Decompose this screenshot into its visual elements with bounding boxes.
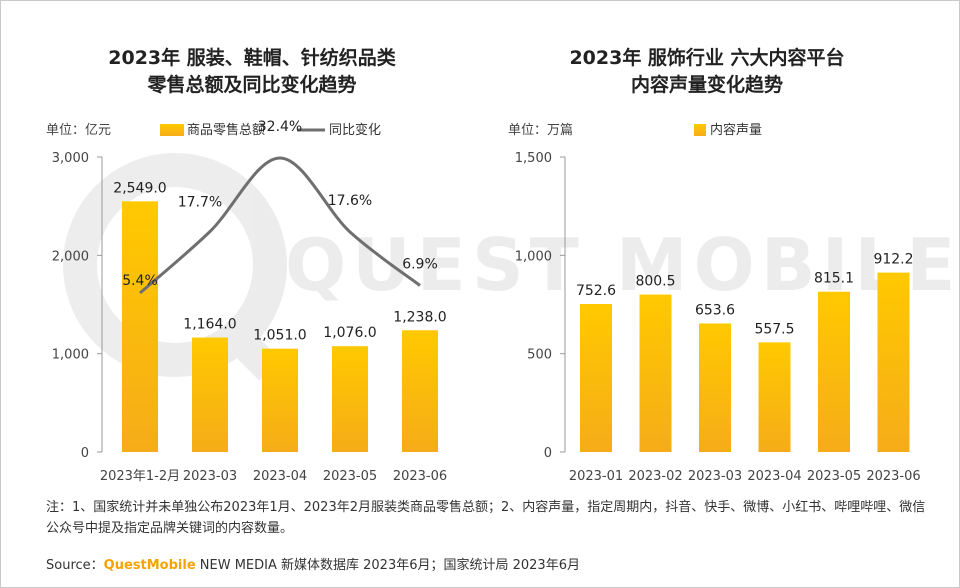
source-rest: NEW MEDIA 新媒体数据库 2023年6月；国家统计局 2023年6月 [195, 558, 580, 573]
left-chart-unit: 单位：亿元 [46, 123, 111, 138]
left-x-tick-label: 2023-04 [253, 469, 307, 484]
right-bar-value-label: 912.2 [873, 252, 913, 268]
left-legend-bar-swatch [160, 124, 184, 136]
right-legend-bar-label: 内容声量 [710, 122, 762, 138]
left-chart-title-line2: 零售总额及同比变化趋势 [146, 73, 356, 96]
yoy-change-label: 5.4% [122, 273, 158, 289]
left-y-tick-label: 0 [81, 446, 89, 461]
left-bar-value-label: 2,549.0 [113, 180, 166, 196]
left-x-tick-label: 2023-03 [183, 469, 237, 484]
right-y-tick-label: 0 [544, 446, 552, 461]
right-bar-value-label: 800.5 [635, 274, 675, 290]
right-legend-bar-swatch [694, 124, 706, 136]
right-x-tick-label: 2023-06 [866, 469, 920, 484]
right-bar-3 [699, 323, 731, 452]
left-bar-3 [262, 348, 298, 452]
left-x-tick-label: 2023-05 [323, 469, 377, 484]
chart-marks: 0 1,000 2,000 3,000 2,549.0 2023年1-2月 1,164.0 2… [52, 119, 921, 484]
right-y-tick-label: 1,000 [515, 249, 552, 264]
left-bar-4 [332, 346, 368, 452]
left-chart-title-line1: 2023年 服装、鞋帽、针纺织品类 [108, 46, 396, 69]
left-bar-2 [192, 337, 228, 452]
source-prefix: Source： [46, 558, 104, 573]
left-bar-value-label: 1,051.0 [253, 328, 306, 344]
right-chart-title-line1: 2023年 服饰行业 六大内容平台 [569, 46, 844, 69]
footnote: 注：1、国家统计并未单独公布2023年1月、2023年2月服装类商品零售总额；2… [46, 500, 926, 536]
right-bar-value-label: 557.5 [754, 321, 794, 337]
right-bar-2 [639, 294, 672, 452]
right-bar-1 [580, 303, 612, 452]
right-x-tick-label: 2023-01 [569, 469, 623, 484]
source-brand: QuestMobile [103, 558, 196, 573]
left-bar-1 [122, 201, 158, 452]
right-bar-value-label: 653.6 [695, 302, 735, 318]
watermark-logo-ring [63, 153, 287, 377]
right-bar-4 [758, 342, 791, 452]
left-y-tick-label: 3,000 [52, 151, 89, 166]
left-bar-value-label: 1,076.0 [323, 325, 376, 341]
left-y-tick-label: 1,000 [52, 348, 89, 363]
left-x-tick-label: 2023-06 [393, 469, 447, 484]
right-y-tick-label: 500 [527, 348, 552, 363]
right-y-tick-label: 1,500 [515, 151, 552, 166]
left-bar-value-label: 1,238.0 [393, 309, 446, 325]
right-bar-5 [818, 291, 850, 452]
source-line: Source：QuestMobile NEW MEDIA 新媒体数据库 2023… [46, 554, 580, 573]
yoy-change-label: 32.4% [258, 119, 302, 135]
left-x-tick-label: 2023年1-2月 [100, 469, 180, 484]
left-legend-line-label: 同比变化 [329, 122, 381, 138]
left-bar-value-label: 1,164.0 [183, 317, 236, 333]
left-legend-bar-label: 商品零售总额 [187, 122, 265, 138]
right-chart-title-line2: 内容声量变化趋势 [631, 73, 783, 96]
right-bar-6 [877, 272, 910, 452]
right-chart-unit: 单位：万篇 [508, 123, 573, 138]
right-x-tick-label: 2023-02 [628, 469, 682, 484]
right-bar-value-label: 815.1 [814, 271, 854, 287]
yoy-change-label: 17.6% [328, 193, 372, 209]
right-x-tick-label: 2023-03 [688, 469, 742, 484]
right-bar-value-label: 752.6 [576, 283, 616, 299]
right-x-tick-label: 2023-04 [747, 469, 801, 484]
left-y-tick-label: 2,000 [52, 249, 89, 264]
right-x-tick-label: 2023-05 [807, 469, 861, 484]
watermark-text: QUEST MOBILE [285, 223, 960, 307]
yoy-change-line [139, 156, 421, 295]
left-bar-5 [402, 330, 438, 452]
yoy-change-label: 6.9% [402, 257, 438, 273]
yoy-change-label: 17.7% [178, 195, 222, 211]
